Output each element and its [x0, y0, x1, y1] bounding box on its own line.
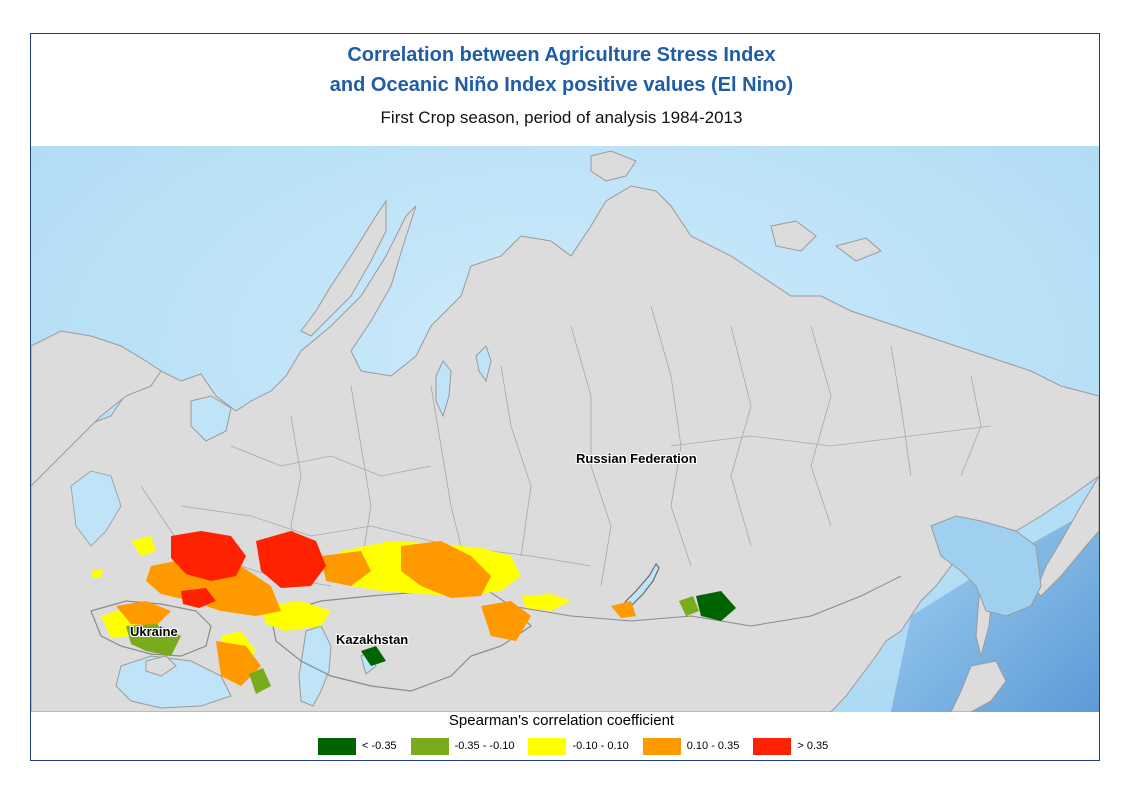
white-sea: [190, 395, 232, 442]
yenisei-gulf: [475, 345, 492, 383]
legend-item: < -0.35: [318, 737, 397, 755]
label-ukraine: Ukraine: [130, 624, 178, 639]
crimea: [145, 655, 177, 677]
legend-item: -0.35 - -0.10: [410, 737, 515, 755]
patch-yellow-west: [131, 536, 156, 556]
caspian-sea: [298, 625, 332, 707]
patch-lightgreen-caucasus: [249, 668, 271, 694]
patch-orange-baikal: [611, 601, 636, 618]
patch-orange-siberia: [401, 541, 491, 598]
patch-darkgreen-east: [696, 591, 736, 621]
legend-label: < -0.35: [362, 740, 397, 752]
patch-yellow-small: [91, 569, 103, 578]
patch-red-west: [181, 588, 216, 608]
map-title-line-2: and Oceanic Niño Index positive values (…: [329, 74, 794, 96]
legend-item: 0.10 - 0.35: [642, 737, 740, 755]
patch-red-volga: [171, 531, 246, 581]
legend-label: -0.10 - 0.10: [572, 740, 629, 752]
legend-swatch-strong-negative: [318, 737, 356, 755]
land-kamchatka: [1035, 475, 1099, 597]
patch-red-urals: [256, 531, 326, 588]
patch-orange-ukraine: [116, 601, 171, 626]
land-severnaya-zemlya: [590, 150, 637, 182]
map-subtitle: First Crop season, period of analysis 19…: [380, 108, 743, 127]
sea-of-okhotsk: [930, 515, 1042, 617]
legend-swatch-positive: [642, 737, 681, 755]
legend-swatch-negative: [410, 737, 449, 755]
map-title-line-1: Correlation between Agriculture Stress I…: [347, 44, 776, 66]
legend-swatch-strong-positive: [753, 737, 792, 755]
land-wrangel-island: [834, 237, 882, 262]
legend-label: > 0.35: [797, 740, 829, 752]
land-novaya-zemlya: [300, 199, 387, 337]
legend-item: > 0.35: [753, 737, 829, 755]
gulf-of-ob: [435, 360, 452, 418]
patch-lightgreen-east: [679, 596, 699, 616]
label-russian-federation: Russian Federation: [576, 451, 697, 466]
patch-orange-altai: [481, 601, 531, 641]
patch-orange-volga: [146, 556, 281, 616]
legend-swatch-neutral: [528, 737, 567, 755]
legend-item: -0.10 - 0.10: [528, 737, 629, 755]
legend-title: Spearman's correlation coefficient: [448, 712, 675, 729]
patch-yellow-east: [521, 594, 571, 611]
baltic-sea: [70, 470, 122, 547]
legend-label: 0.10 - 0.35: [686, 740, 740, 752]
kazakhstan-border: [270, 585, 532, 692]
land-japan: [950, 660, 1007, 712]
map-canvas: [31, 146, 1099, 712]
label-kazakhstan: Kazakhstan: [336, 632, 409, 647]
legend-label: -0.35 - -0.10: [454, 740, 515, 752]
patch-lightgreen-ukraine: [126, 624, 181, 656]
land-new-siberian-islands: [770, 220, 817, 252]
patch-darkgreen-kazakh: [361, 646, 386, 666]
legend: < -0.35 -0.35 - -0.10 -0.10 - 0.10 0.10 …: [318, 737, 842, 755]
black-sea: [115, 655, 232, 709]
correlation-patches: [91, 531, 736, 694]
patch-orange-kazakh-north: [321, 551, 371, 586]
land-scandinavia: [31, 330, 162, 487]
